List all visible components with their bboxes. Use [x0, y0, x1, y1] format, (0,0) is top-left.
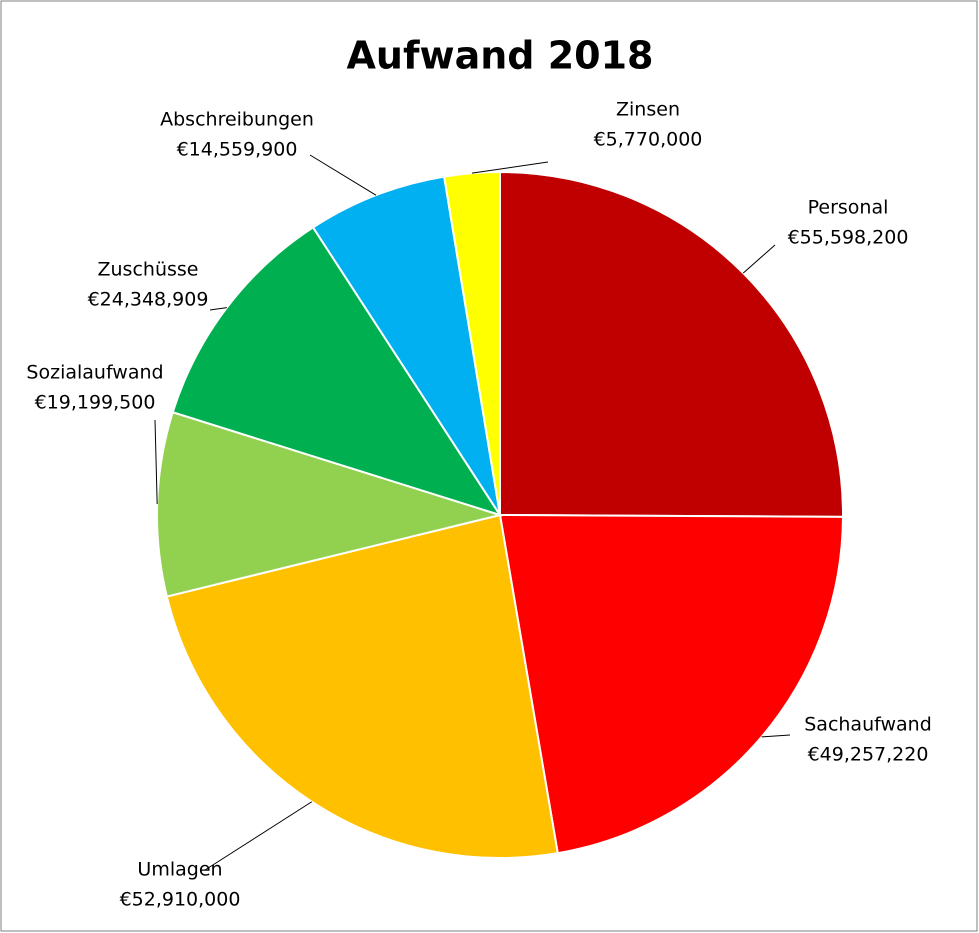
leader-line: [204, 801, 313, 871]
pie-slice: [156, 410, 504, 598]
value-label: €55,598,200: [788, 227, 909, 249]
leader-line: [471, 161, 549, 174]
value-label: €14,559,900: [177, 139, 298, 161]
slice-label: Sozialaufwand: [26, 362, 163, 384]
value-label: €52,910,000: [120, 889, 241, 911]
leader-line: [309, 154, 377, 196]
leader-line: [209, 307, 227, 311]
pie-slice: [165, 513, 559, 859]
chart-title: Aufwand 2018: [347, 34, 654, 78]
leader-line: [742, 244, 776, 274]
pie-slice: [498, 513, 845, 855]
slice-label: Abschreibungen: [160, 109, 314, 131]
value-label: €5,770,000: [594, 129, 703, 151]
slice-label: Personal: [808, 197, 889, 219]
slice-label: Sachaufwand: [804, 714, 932, 736]
slice-label: Zuschüsse: [98, 259, 199, 281]
leader-line: [761, 734, 791, 738]
slice-label: Zinsen: [616, 99, 680, 121]
slice-label: Umlagen: [137, 859, 222, 881]
value-label: €24,348,909: [88, 289, 209, 311]
value-label: €19,199,500: [35, 392, 156, 414]
value-label: €49,257,220: [808, 744, 929, 766]
pie-slice: [499, 170, 844, 518]
leader-line: [154, 419, 158, 505]
